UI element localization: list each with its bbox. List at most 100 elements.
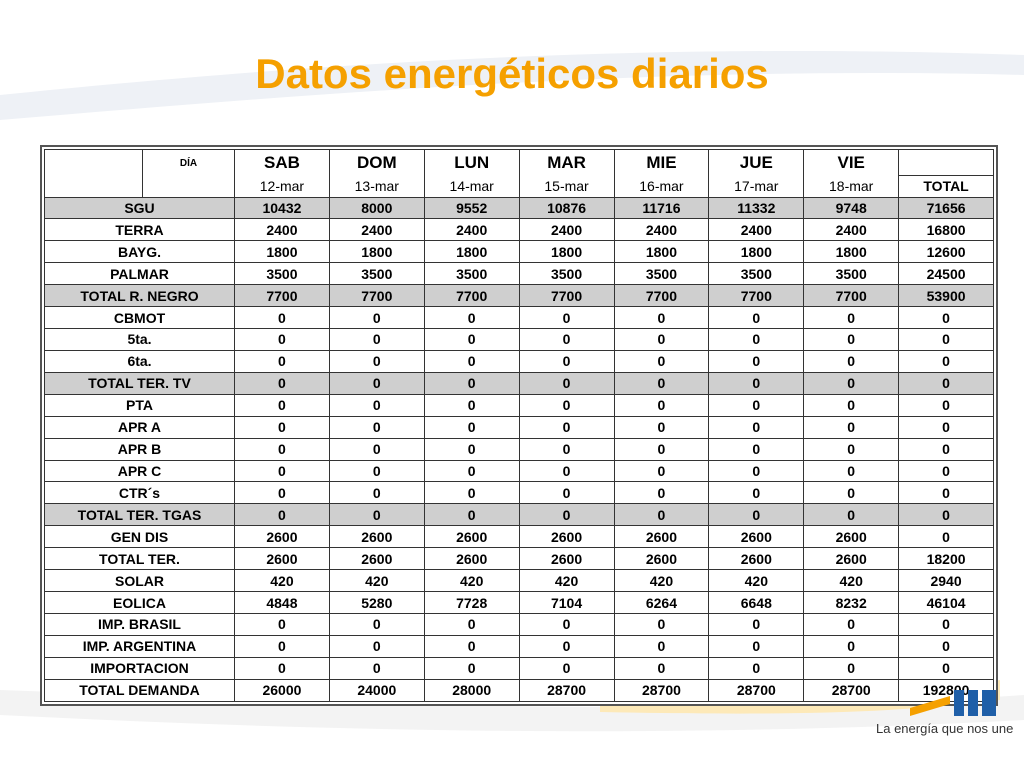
table-row: SGU 10432 8000 9552 10876 11716 11332 9748 71656 — [44, 196, 994, 220]
row-label: APR C — [44, 459, 235, 483]
value-cell: 2600 — [518, 525, 615, 549]
value-cell: 0 — [423, 415, 520, 439]
value-cell: 0 — [328, 371, 425, 395]
row-label: CBMOT — [44, 306, 235, 330]
row-total-cell: 2940 — [898, 569, 994, 593]
value-cell: 0 — [423, 306, 520, 330]
row-total-cell: 12600 — [898, 240, 994, 264]
value-cell: 28700 — [518, 678, 615, 703]
value-cell: 2600 — [328, 547, 425, 571]
value-cell: 2600 — [328, 525, 425, 549]
value-cell: 5280 — [328, 591, 425, 615]
value-cell: 0 — [423, 393, 520, 417]
value-cell: 0 — [518, 437, 615, 461]
value-cell: 0 — [234, 634, 330, 658]
value-cell: 7700 — [423, 284, 520, 308]
value-cell: 7700 — [708, 284, 805, 308]
value-cell: 11332 — [708, 196, 805, 220]
value-cell: 0 — [803, 613, 900, 636]
value-cell: 0 — [803, 349, 900, 373]
value-cell: 0 — [803, 634, 900, 658]
value-cell: 7728 — [423, 591, 520, 615]
value-cell: 0 — [328, 328, 425, 351]
value-cell: 0 — [803, 481, 900, 505]
value-cell: 2400 — [708, 218, 805, 242]
value-cell: 0 — [423, 371, 520, 395]
row-label: TOTAL TER. TV — [44, 371, 235, 395]
row-label: SGU — [44, 196, 235, 220]
date-header: 14-mar — [423, 175, 520, 198]
value-cell: 0 — [803, 656, 900, 680]
value-cell: 2600 — [708, 547, 805, 571]
value-cell: 0 — [328, 349, 425, 373]
value-cell: 0 — [234, 481, 330, 505]
row-total-cell: 0 — [898, 613, 994, 636]
row-total-cell: 46104 — [898, 591, 994, 615]
value-cell: 7104 — [518, 591, 615, 615]
header-row-dates: 12-mar 13-mar 14-mar 15-mar 16-mar 17-ma… — [45, 174, 994, 198]
value-cell: 0 — [328, 656, 425, 680]
value-cell: 2600 — [613, 525, 710, 549]
value-cell: 2600 — [234, 525, 330, 549]
row-label: TOTAL TER. TGAS — [44, 503, 235, 527]
value-cell: 3500 — [234, 262, 330, 286]
company-logo-icon — [910, 690, 996, 716]
value-cell: 28000 — [423, 678, 520, 703]
value-cell: 0 — [613, 306, 710, 330]
value-cell: 420 — [613, 569, 710, 593]
table-row: TOTAL TER. 2600 2600 2600 2600 2600 2600 2600 18… — [44, 547, 994, 571]
value-cell: 0 — [423, 437, 520, 461]
value-cell: 0 — [613, 656, 710, 680]
value-cell: 0 — [708, 459, 805, 483]
value-cell: 0 — [708, 634, 805, 658]
value-cell: 0 — [423, 656, 520, 680]
row-label: TOTAL R. NEGRO — [44, 284, 235, 308]
value-cell: 420 — [708, 569, 805, 593]
value-cell: 0 — [613, 503, 710, 527]
row-total-cell: 0 — [898, 437, 994, 461]
energy-table: DÍA SAB DOM LUN MAR MIE JUE VIE 12-mar 1… — [44, 149, 994, 703]
value-cell: 1800 — [613, 240, 710, 264]
value-cell: 1800 — [708, 240, 805, 264]
value-cell: 28700 — [613, 678, 710, 703]
table-row: TOTAL DEMANDA 26000 24000 28000 28700 28700 28… — [44, 678, 994, 703]
corner-cell — [44, 149, 143, 197]
value-cell: 0 — [708, 349, 805, 373]
value-cell: 6264 — [613, 591, 710, 615]
value-cell: 2600 — [803, 547, 900, 571]
value-cell: 0 — [803, 393, 900, 417]
value-cell: 420 — [328, 569, 425, 593]
value-cell: 0 — [423, 459, 520, 483]
value-cell: 0 — [328, 306, 425, 330]
row-label: BAYG. — [44, 240, 235, 264]
value-cell: 0 — [708, 437, 805, 461]
row-total-cell: 0 — [898, 525, 994, 549]
value-cell: 0 — [613, 613, 710, 636]
value-cell: 0 — [803, 328, 900, 351]
row-label: EOLICA — [44, 591, 235, 615]
value-cell: 0 — [708, 371, 805, 395]
row-label: TOTAL DEMANDA — [44, 678, 235, 703]
value-cell: 2600 — [708, 525, 805, 549]
value-cell: 9552 — [423, 196, 520, 220]
table-row: CTR´s 0 0 0 0 0 0 0 0 — [44, 481, 994, 505]
value-cell: 0 — [613, 349, 710, 373]
date-header: 17-mar — [708, 175, 805, 198]
value-cell: 0 — [708, 393, 805, 417]
table-row: PALMAR 3500 3500 3500 3500 3500 3500 3500 24500 — [44, 262, 994, 286]
value-cell: 0 — [423, 634, 520, 658]
table-row: 6ta. 0 0 0 0 0 0 0 0 — [44, 349, 994, 373]
day-header: VIE — [803, 149, 900, 176]
value-cell: 0 — [328, 503, 425, 527]
value-cell: 0 — [328, 634, 425, 658]
value-cell: 7700 — [613, 284, 710, 308]
value-cell: 0 — [803, 503, 900, 527]
company-slogan: La energía que nos une — [876, 721, 1014, 736]
row-label: PTA — [44, 393, 235, 417]
row-label: 6ta. — [44, 349, 235, 373]
value-cell: 0 — [518, 371, 615, 395]
total-header: TOTAL — [898, 174, 994, 198]
